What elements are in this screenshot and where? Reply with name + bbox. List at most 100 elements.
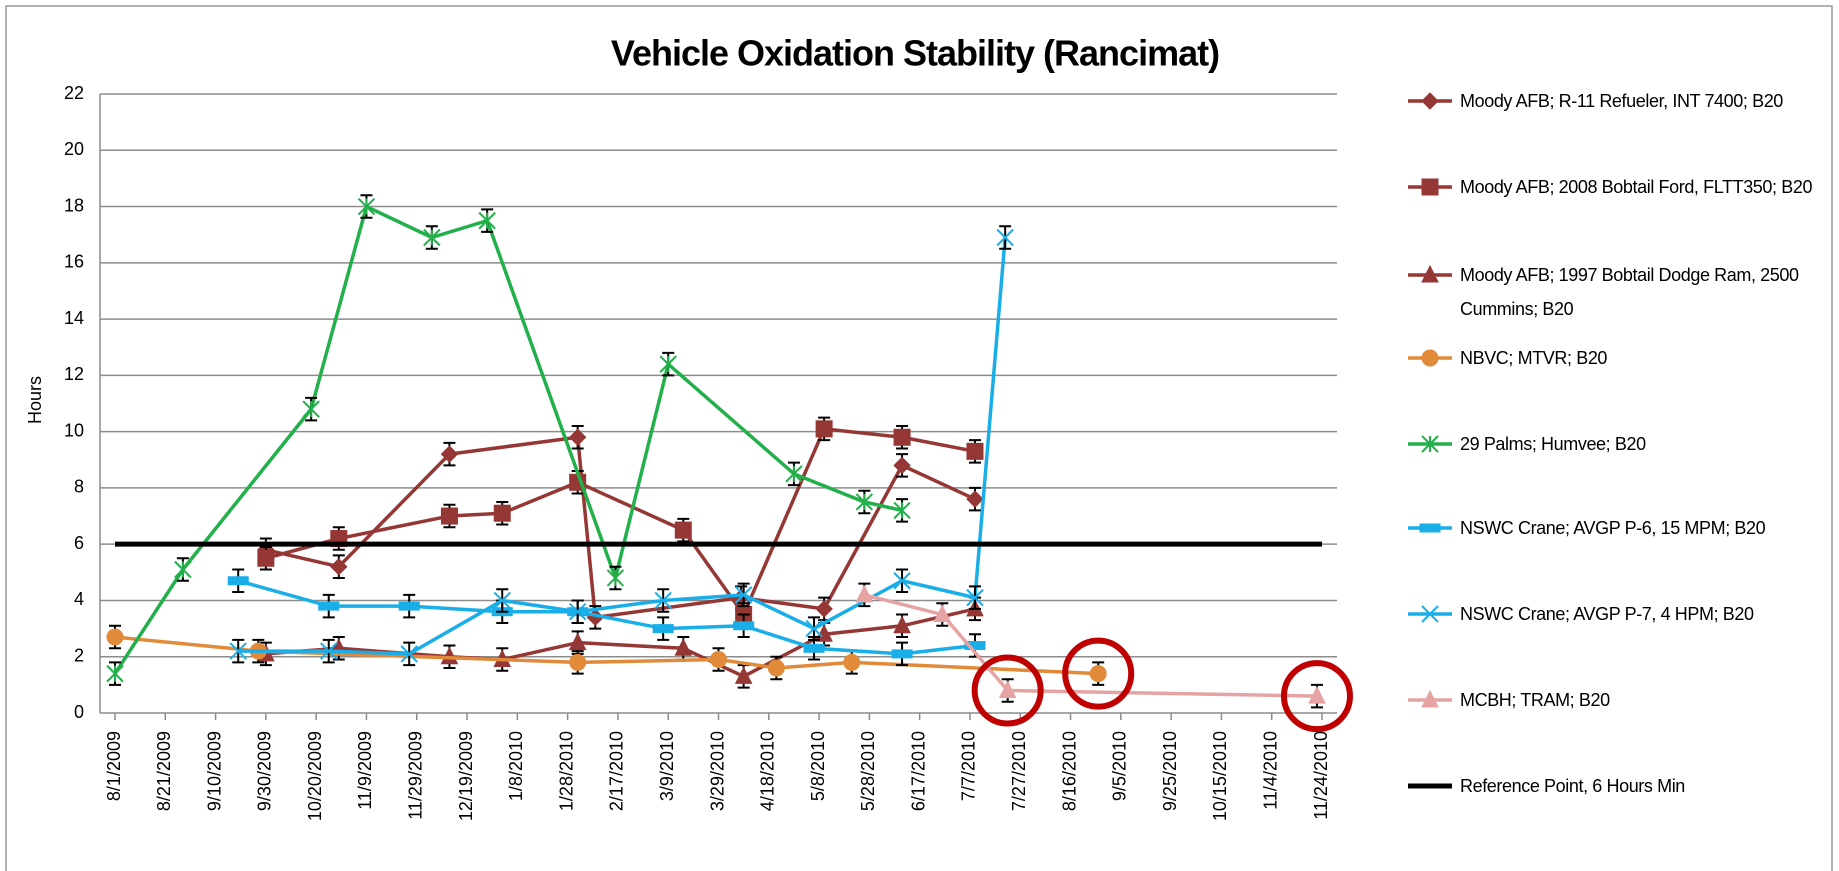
x-tick-label: 6/17/2010 (908, 731, 928, 811)
marker (966, 588, 984, 607)
marker (893, 572, 911, 590)
legend-label: Moody AFB; 2008 Bobtail Ford, FLTT350; B… (1460, 177, 1813, 197)
marker (998, 680, 1017, 698)
marker (330, 557, 348, 576)
x-tick-label: 10/20/2009 (305, 731, 325, 821)
marker (227, 576, 249, 586)
legend-label: 29 Palms; Humvee; B20 (1460, 434, 1646, 454)
marker (357, 197, 376, 216)
marker (805, 619, 823, 638)
marker (893, 615, 911, 634)
y-tick-label: 22 (64, 83, 84, 103)
legend-swatch (1408, 605, 1452, 623)
marker (855, 584, 874, 603)
marker (1089, 665, 1107, 683)
x-tick-label: 3/9/2010 (657, 731, 677, 801)
marker (710, 651, 727, 669)
y-tick-label: 0 (74, 702, 84, 722)
marker (815, 600, 833, 618)
y-tick-label: 18 (64, 195, 84, 215)
marker (674, 638, 693, 656)
marker (893, 501, 911, 520)
series-line (863, 593, 1318, 698)
x-tick-label: 8/21/2009 (154, 731, 174, 811)
legend-swatch (1408, 92, 1452, 110)
marker (423, 228, 441, 247)
legend-swatch (1408, 178, 1452, 196)
marker (1308, 686, 1326, 704)
x-tick-label: 5/8/2010 (808, 731, 828, 801)
marker (652, 624, 674, 634)
marker (734, 666, 753, 684)
legend-item: Moody AFB; 2008 Bobtail Ford, FLTT350; B… (1408, 170, 1833, 204)
marker (1421, 605, 1439, 623)
marker (933, 604, 952, 623)
highlight-circle (971, 654, 1044, 727)
marker (493, 591, 511, 610)
marker (659, 355, 677, 373)
legend-label: NSWC Crane; AVGP P-7, 4 HPM; B20 (1460, 604, 1754, 624)
legend-swatch (1408, 523, 1452, 533)
marker (654, 591, 672, 610)
legend-label: Reference Point, 6 Hours Min (1460, 776, 1685, 796)
x-tick-label: 7/7/2010 (959, 731, 979, 801)
legend-item: NSWC Crane; AVGP P-7, 4 HPM; B20 (1408, 597, 1833, 631)
marker (843, 653, 861, 671)
x-tick-label: 9/25/2010 (1160, 731, 1180, 811)
marker (440, 646, 459, 665)
marker (174, 560, 192, 579)
marker (1421, 435, 1439, 453)
x-tick-label: 10/15/2010 (1210, 731, 1230, 821)
marker (478, 211, 496, 230)
marker (568, 428, 587, 446)
y-tick-label: 2 (74, 645, 84, 665)
x-tick-label: 11/29/2009 (406, 731, 426, 820)
marker (891, 649, 913, 659)
marker (803, 643, 825, 653)
marker (893, 456, 911, 475)
legend-swatch (1408, 435, 1452, 453)
y-axis-label: Hours (25, 376, 45, 424)
marker (966, 442, 984, 460)
legend-swatch (1408, 349, 1452, 367)
marker (996, 228, 1014, 247)
legend-item: NBVC; MTVR; B20 (1408, 341, 1833, 375)
marker (1421, 689, 1439, 708)
marker (1421, 92, 1439, 110)
legend-item: Reference Point, 6 Hours Min (1408, 769, 1833, 803)
y-tick-label: 8 (74, 477, 84, 497)
x-tick-label: 9/30/2009 (255, 731, 275, 811)
marker (302, 400, 320, 418)
x-tick-label: 11/4/2010 (1260, 731, 1280, 810)
marker (785, 465, 803, 483)
y-tick-label: 20 (64, 139, 84, 159)
marker (493, 504, 511, 522)
highlight-circle (1062, 637, 1135, 710)
chart-title: Vehicle Oxidation Stability (Rancimat) (611, 33, 1219, 74)
legend-swatch (1408, 783, 1452, 789)
legend-item: NSWC Crane; AVGP P-6, 15 MPM; B20 (1408, 511, 1833, 545)
legend-label: Moody AFB; 1997 Bobtail Dodge Ram, 2500 … (1460, 265, 1799, 319)
x-tick-label: 12/19/2009 (456, 731, 476, 821)
marker (964, 640, 986, 650)
marker (855, 493, 874, 511)
marker (229, 642, 247, 660)
x-tick-label: 5/28/2010 (858, 731, 878, 811)
marker (106, 664, 124, 683)
legend-swatch (1408, 264, 1452, 283)
marker (1421, 264, 1439, 283)
series-line (265, 435, 976, 620)
y-tick-label: 10 (64, 420, 84, 440)
marker (1419, 523, 1441, 533)
y-tick-label: 4 (74, 589, 84, 609)
x-tick-label: 1/8/2010 (506, 731, 526, 801)
legend-item: Moody AFB; R-11 Refueler, INT 7400; B20 (1408, 84, 1833, 118)
x-tick-label: 8/16/2010 (1059, 731, 1079, 811)
series-line (237, 579, 976, 656)
legend-item: MCBH; TRAM; B20 (1408, 683, 1833, 717)
marker (1421, 349, 1439, 367)
marker (966, 490, 984, 508)
chart-border (5, 5, 1833, 871)
